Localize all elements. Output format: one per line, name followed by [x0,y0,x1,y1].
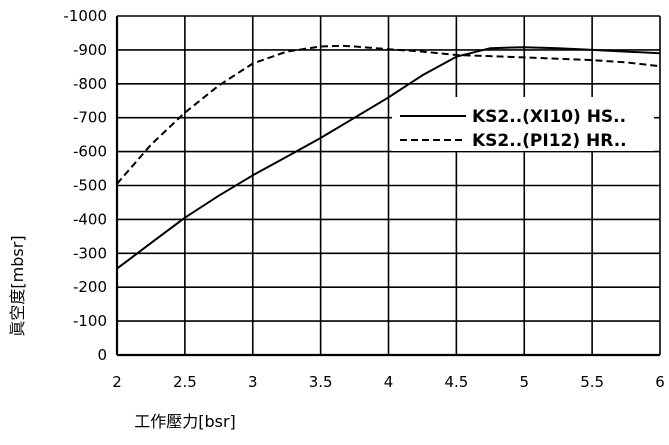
x-axis-title: 工作壓力[bsr] [134,412,236,431]
x-axis-ticks: 2 2.5 3 3.5 4 4.5 5 5.5 6 [112,373,665,391]
legend-label-2: KS2..(PI12) HR.. [472,131,627,151]
y-tick-label: -400 [73,210,107,228]
legend: KS2..(XI10) HS.. KS2..(PI12) HR.. [400,107,627,151]
x-tick-label: 2.5 [173,373,197,391]
legend-background [392,97,654,151]
y-tick-label: -900 [73,41,107,59]
y-tick-label: -300 [73,244,107,262]
y-axis-ticks: -1000-900-800-700-600-500-400-300-200-10… [63,7,107,364]
y-tick-label: -100 [73,312,107,330]
grid-lines [115,15,661,357]
y-axis-title: 眞空度[mbsr] [8,235,27,336]
legend-label-1: KS2..(XI10) HS.. [472,107,626,127]
x-tick-label: 4 [384,373,394,391]
x-tick-label: 6 [655,373,665,391]
x-tick-label: 3 [248,373,258,391]
x-tick-label: 2 [112,373,122,391]
x-tick-label: 5.5 [580,373,604,391]
y-tick-label: -800 [73,75,107,93]
y-tick-label: -700 [73,109,107,127]
y-tick-label: -600 [73,143,107,161]
y-tick-label: -200 [73,278,107,296]
series-line-1 [116,46,661,270]
series-line-2 [116,44,661,185]
y-tick-label: -1000 [63,7,107,25]
y-tick-label: 0 [97,346,107,364]
y-tick-label: -500 [73,177,107,195]
series-layer [116,44,661,270]
x-tick-label: 4.5 [444,373,468,391]
x-tick-label: 5 [519,373,529,391]
x-tick-label: 3.5 [309,373,333,391]
